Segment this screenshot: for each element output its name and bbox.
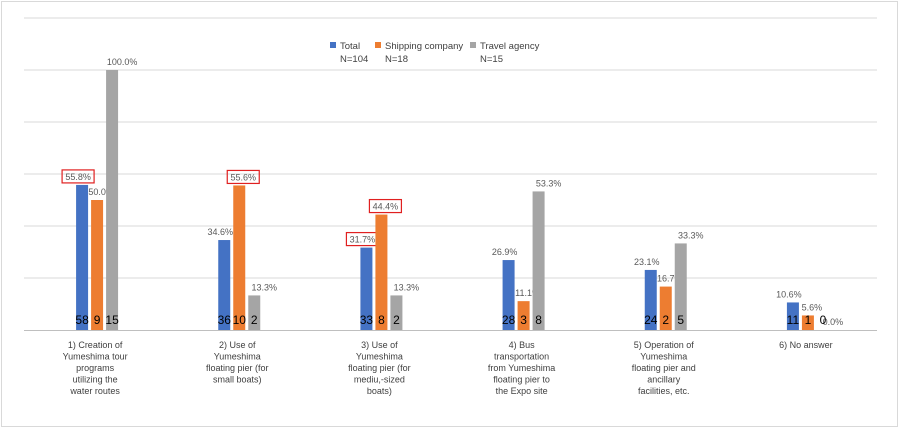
highlight-box [226, 169, 260, 185]
category-label-line: Yumeshima [356, 352, 403, 362]
data-label: 16.7% [657, 274, 683, 284]
data-label: 33.3% [678, 230, 704, 240]
legend-label-travel: Travel agency [480, 41, 540, 52]
category-label-line: 1) Creation of [68, 340, 123, 350]
count-label: 8 [378, 313, 385, 327]
count-label: 15 [105, 313, 119, 327]
count-label: 33 [360, 313, 374, 327]
count-label: 2 [662, 313, 669, 327]
category-label-line: 2) Use of [219, 340, 256, 350]
count-label: 24 [644, 313, 658, 327]
data-label: 100.0% [107, 57, 138, 67]
data-label: 0.0% [823, 317, 844, 327]
data-label: 55.8% [65, 172, 91, 182]
category-label-line: floating pier and [632, 363, 696, 373]
bar-total-2 [218, 240, 231, 330]
data-label: 5.6% [802, 302, 823, 312]
category-label-line: 6) No answer [779, 340, 833, 350]
bar-shipping-company-3 [375, 214, 388, 330]
category-label-line: water routes [69, 386, 120, 396]
data-label: 55.6% [230, 172, 256, 182]
category-label-line: floating pier (for [206, 363, 269, 373]
category-label-line: 5) Operation of [634, 340, 695, 350]
category-label-line: boats) [367, 386, 392, 396]
highlight-box [368, 198, 403, 214]
count-label: 28 [502, 313, 516, 327]
count-label: 3 [520, 313, 527, 327]
count-label: 2 [251, 313, 258, 327]
bar-total-3 [360, 247, 373, 330]
legend-label-shipping: Shipping company [385, 41, 464, 52]
data-label: 10.6% [776, 289, 802, 299]
legend-item-total: Total N=104 [330, 40, 368, 66]
bar-travel-agency-5 [674, 243, 687, 330]
bar-shipping-company-6 [801, 315, 814, 330]
legend-item-shipping: Shipping company N=18 [375, 40, 463, 66]
count-label: 8 [535, 313, 542, 327]
category-label-line: Yumeshima tour [63, 352, 128, 362]
category-label-line: small boats) [213, 375, 262, 385]
data-label: 13.3% [394, 282, 420, 292]
count-label: 58 [75, 313, 89, 327]
count-label: 36 [218, 313, 232, 327]
category-label-line: from Yumeshima [488, 363, 555, 373]
category-label-line: 4) Bus [509, 340, 536, 350]
legend-n-total: N=104 [340, 54, 369, 65]
bar-shipping-company-4 [517, 301, 530, 330]
data-label: 26.9% [492, 247, 518, 257]
legend-label-total: Total [340, 41, 361, 52]
bar-travel-agency-1 [106, 70, 119, 330]
category-label-line: facilities, etc. [638, 386, 690, 396]
count-label: 9 [94, 313, 101, 327]
bar-travel-agency-4 [532, 191, 545, 330]
category-label-line: floating pier (for [348, 363, 411, 373]
legend-swatch-total [330, 42, 336, 48]
bar-total-4 [502, 260, 515, 330]
legend-item-travel: Travel agency N=15 [470, 40, 539, 66]
highlight-box [61, 169, 95, 184]
data-label: 13.3% [251, 282, 277, 292]
count-label: 0 [820, 313, 827, 327]
count-label: 1 [805, 313, 812, 327]
bar-travel-agency-2 [248, 295, 261, 330]
bar-total-6 [786, 302, 799, 330]
bar-total-5 [644, 269, 657, 330]
bar-shipping-company-1 [91, 200, 104, 330]
category-label-line: utilizing the [73, 375, 118, 385]
data-label: 31.7% [350, 235, 376, 245]
bar-travel-agency-3 [390, 295, 403, 330]
legend-swatch-travel [470, 42, 476, 48]
bar-total-1 [76, 184, 89, 330]
category-label-line: mediu,-sized [354, 375, 405, 385]
category-label-line: Yumeshima [214, 352, 261, 362]
bar-shipping-company-2 [233, 185, 246, 330]
category-label-line: floating pier to [493, 375, 550, 385]
data-label: 44.4% [373, 202, 399, 212]
data-label: 11.1% [515, 288, 540, 298]
category-label-line: Yumeshima [640, 352, 687, 362]
count-label: 5 [677, 313, 684, 327]
legend-n-travel: N=15 [480, 54, 503, 65]
data-label: 23.1% [634, 257, 660, 267]
legend-swatch-shipping [375, 42, 381, 48]
count-label: 10 [233, 313, 247, 327]
category-label-line: programs [76, 363, 115, 373]
data-label: 50.0% [88, 187, 114, 197]
data-label: 34.6% [207, 227, 233, 237]
category-label-line: transportation [494, 352, 549, 362]
bar-shipping-company-5 [659, 286, 672, 330]
count-label: 2 [393, 313, 400, 327]
category-label-line: 3) Use of [361, 340, 398, 350]
category-label-line: the Expo site [496, 386, 548, 396]
data-label: 53.3% [536, 178, 562, 188]
category-label-line: ancillary [647, 375, 681, 385]
count-label: 11 [787, 313, 800, 327]
legend-n-shipping: N=18 [385, 54, 408, 65]
